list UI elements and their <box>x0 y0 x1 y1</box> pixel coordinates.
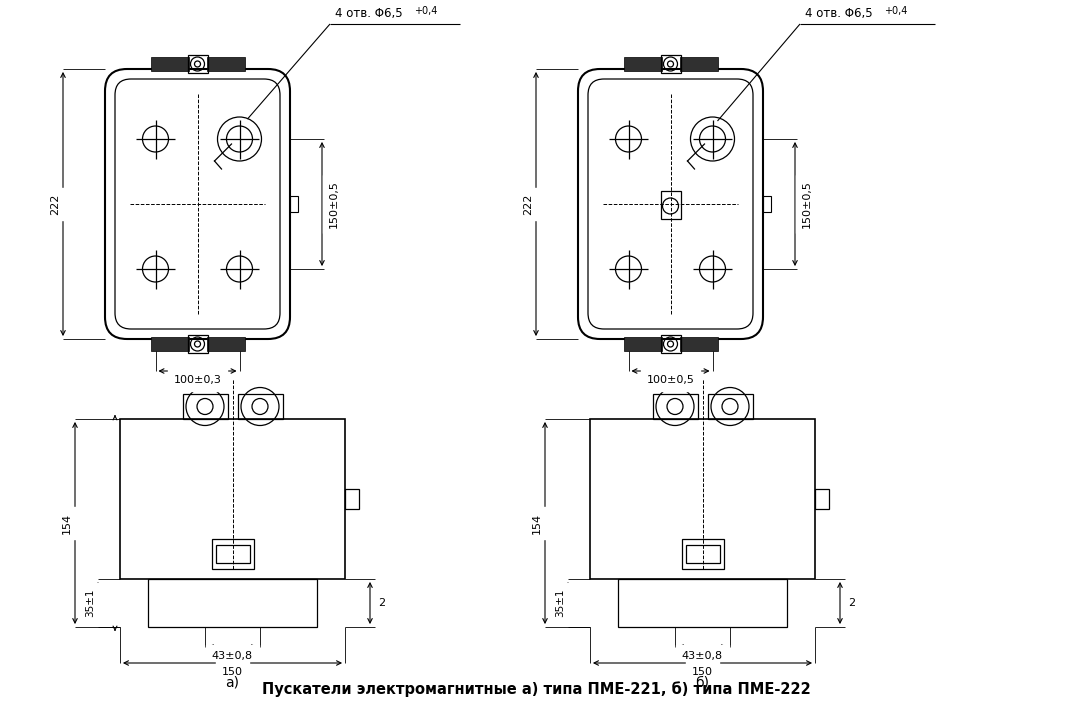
Bar <box>815 489 829 509</box>
Text: а): а) <box>225 675 239 689</box>
Text: 100±0,5: 100±0,5 <box>646 375 695 385</box>
Text: 43±0,8: 43±0,8 <box>212 651 253 661</box>
Bar <box>624 337 661 351</box>
Bar <box>680 337 717 351</box>
Bar <box>624 57 661 71</box>
Text: 150: 150 <box>693 667 713 677</box>
Text: 154: 154 <box>62 513 72 533</box>
Bar <box>238 394 283 419</box>
Bar <box>680 57 717 71</box>
Bar <box>291 196 298 212</box>
Bar <box>685 545 719 563</box>
Text: 2: 2 <box>378 598 385 608</box>
Bar <box>207 57 244 71</box>
Text: б): б) <box>696 675 710 689</box>
Bar <box>182 394 227 419</box>
Text: 43±0,8: 43±0,8 <box>682 651 723 661</box>
Text: 222: 222 <box>50 193 60 215</box>
Bar <box>150 57 189 71</box>
Text: 35±1: 35±1 <box>85 589 95 617</box>
Bar <box>660 55 681 73</box>
Text: 100±0,3: 100±0,3 <box>174 375 222 385</box>
Bar <box>653 394 698 419</box>
Bar <box>188 335 208 353</box>
Text: +0,4: +0,4 <box>884 6 907 16</box>
Bar <box>708 394 753 419</box>
Text: 4 отв. Φ6,5: 4 отв. Φ6,5 <box>334 7 403 20</box>
Text: 35±1: 35±1 <box>555 589 565 617</box>
Text: 150±0,5: 150±0,5 <box>802 180 812 228</box>
Text: 2: 2 <box>848 598 855 608</box>
Bar <box>207 337 244 351</box>
Bar <box>590 419 815 579</box>
Text: 222: 222 <box>523 193 533 215</box>
Bar <box>763 196 771 212</box>
Bar <box>120 419 345 579</box>
Bar <box>682 539 724 569</box>
Text: 150±0,5: 150±0,5 <box>329 180 339 228</box>
Text: +0,4: +0,4 <box>414 6 437 16</box>
Bar <box>660 335 681 353</box>
Bar <box>148 579 317 627</box>
Text: 154: 154 <box>532 513 542 533</box>
Bar <box>150 337 189 351</box>
Bar <box>617 579 787 627</box>
Bar <box>345 489 359 509</box>
Text: Пускатели электромагнитные а) типа ПМЕ-221, б) типа ПМЕ-222: Пускатели электромагнитные а) типа ПМЕ-2… <box>262 681 810 697</box>
Bar <box>188 55 208 73</box>
Text: 150: 150 <box>222 667 243 677</box>
Text: 4 отв. Φ6,5: 4 отв. Φ6,5 <box>805 7 873 20</box>
Bar <box>660 191 681 219</box>
Bar <box>211 539 253 569</box>
Bar <box>215 545 250 563</box>
